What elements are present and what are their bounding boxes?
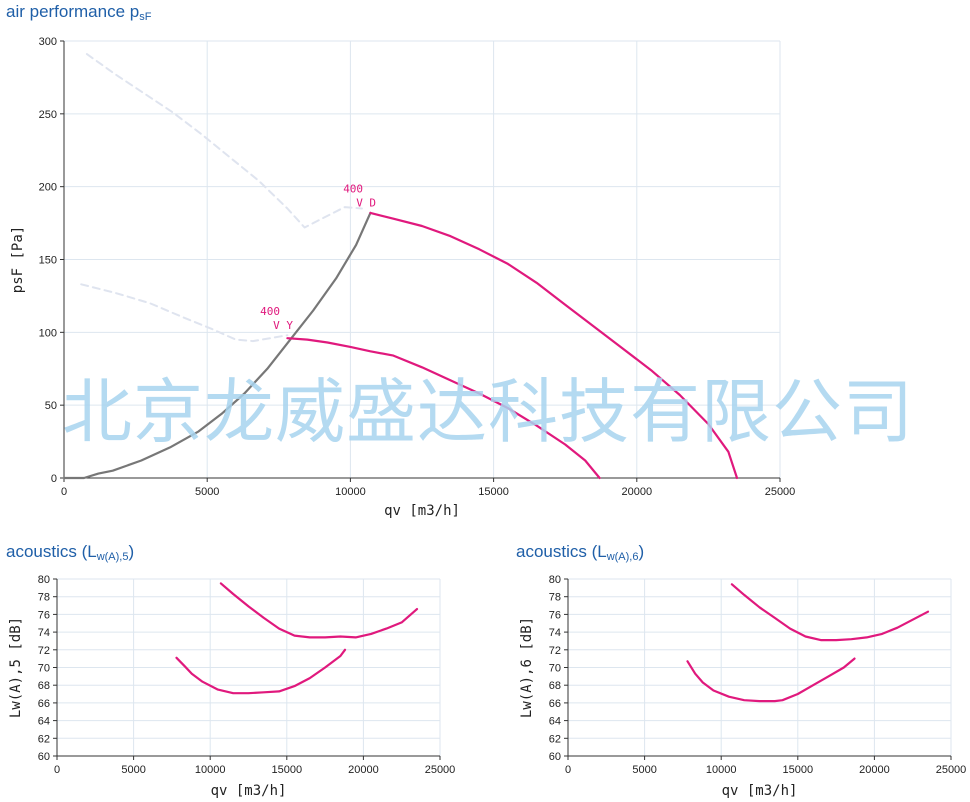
y-axis-label: Lw(A),6 [dB] (519, 617, 535, 718)
x-axis-label: qv [m3/h] (211, 783, 287, 799)
x-tick-label: 20000 (859, 764, 890, 776)
acoustics-5-chart: 60 62 64 66 68 70 72 74 76 78 80 0 5000 10000 15000 200… (8, 574, 455, 799)
y-tick-label: 200 (39, 182, 57, 194)
fan-curve-line (219, 582, 419, 639)
acoustics-6-title: acoustics (Lw(A),6) (516, 542, 645, 563)
x-tick-label: 15000 (478, 486, 509, 498)
x-tick-label: 0 (61, 486, 67, 498)
y-tick-label: 74 (38, 627, 50, 639)
y-tick-label: 50 (45, 400, 57, 412)
y-tick-label: 78 (549, 592, 561, 604)
acoustics-5-title: acoustics (Lw(A),5) (6, 542, 135, 563)
curve-annotation-label: 400 (260, 305, 280, 318)
y-tick-label: 76 (38, 609, 50, 621)
y-tick-label: 74 (549, 627, 561, 639)
x-tick-label: 20000 (348, 764, 379, 776)
y-tick-label: 60 (549, 751, 561, 763)
y-tick-label: 100 (39, 327, 57, 339)
y-tick-label: 62 (38, 733, 50, 745)
x-tick-label: 10000 (335, 486, 366, 498)
y-tick-label: 66 (38, 698, 50, 710)
air-performance-chart: 0 50 100 150 200 250 300 0 5000 10000 15000 20000 25… (10, 36, 795, 519)
x-tick-label: 25000 (765, 486, 796, 498)
x-tick-label: 5000 (632, 764, 656, 776)
y-tick-label: 80 (38, 574, 50, 586)
x-tick-label: 15000 (272, 764, 303, 776)
y-tick-label: 62 (549, 733, 561, 745)
fan-curve-line (369, 211, 739, 480)
x-tick-label: 5000 (195, 486, 219, 498)
x-tick-label: 5000 (121, 764, 145, 776)
y-tick-label: 60 (38, 751, 50, 763)
curve-annotation-label: V Y (273, 319, 293, 332)
x-tick-label: 25000 (936, 764, 967, 776)
y-tick-label: 66 (549, 698, 561, 710)
x-tick-label: 10000 (195, 764, 226, 776)
company-watermark: 北京龙威盛达科技有限公司 (62, 371, 914, 453)
curve-annotation-label: 400 (343, 182, 363, 195)
fan-curve-line (175, 648, 347, 695)
y-tick-label: 300 (39, 36, 57, 48)
curve-annotation-label: V D (356, 196, 376, 209)
x-tick-label: 10000 (706, 764, 737, 776)
y-tick-label: 0 (51, 473, 57, 485)
perf-chart-title: air performance psF (6, 2, 152, 23)
y-tick-label: 64 (549, 716, 561, 728)
x-axis-label: qv [m3/h] (722, 783, 798, 799)
x-tick-label: 0 (54, 764, 60, 776)
x-tick-label: 25000 (425, 764, 456, 776)
x-axis-label: qv [m3/h] (384, 503, 460, 519)
y-axis-label: Lw(A),5 [dB] (8, 617, 24, 718)
y-tick-label: 150 (39, 255, 57, 267)
fan-curve-line (286, 337, 601, 480)
fan-curve-line (686, 657, 856, 703)
y-axis-label: psF [Pa] (10, 226, 26, 293)
y-tick-label: 78 (38, 592, 50, 604)
y-tick-label: 70 (549, 663, 561, 675)
y-tick-label: 250 (39, 109, 57, 121)
stall-boundary-line (85, 53, 363, 229)
x-tick-label: 15000 (783, 764, 814, 776)
x-tick-label: 0 (565, 764, 571, 776)
y-tick-label: 76 (549, 609, 561, 621)
x-tick-label: 20000 (622, 486, 653, 498)
y-tick-label: 70 (38, 663, 50, 675)
acoustics-6-chart: 60 62 64 66 68 70 72 74 76 78 80 0 5000 10000 15000 200… (519, 574, 966, 799)
stall-boundary-line (80, 283, 289, 343)
system-curve-line (62, 211, 372, 480)
y-tick-label: 80 (549, 574, 561, 586)
y-tick-label: 68 (549, 680, 561, 692)
y-tick-label: 68 (38, 680, 50, 692)
y-tick-label: 64 (38, 716, 50, 728)
y-tick-label: 72 (549, 645, 561, 657)
y-tick-label: 72 (38, 645, 50, 657)
fan-curve-line (730, 583, 930, 642)
